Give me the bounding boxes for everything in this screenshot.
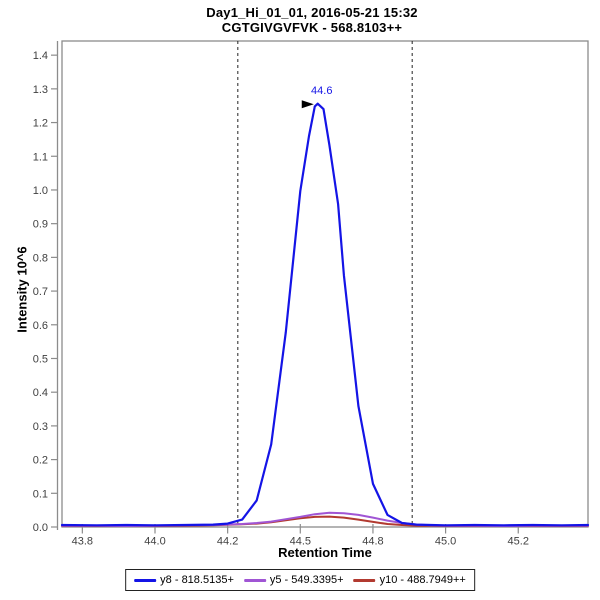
legend-entry-y8: y8 - 818.5135+ [134,574,234,586]
chart-title-peptide: CGTGIVGVFVK - 568.8103++ [221,20,403,35]
y-tick-label: 0.7 [33,286,48,298]
y10-line-swatch-icon [353,578,376,582]
plot-border [61,40,589,528]
y-tick-label: 1.3 [33,84,48,96]
y5-line-swatch-icon [243,578,266,582]
x-axis-title: Retention Time [278,545,372,560]
y-tick-label: 0.6 [33,320,48,332]
chart-title-replicate: Day1_Hi_01_01, 2016-05-21 15:32 [206,5,418,20]
x-tick-label: 45.0 [435,536,456,548]
y-tick-label: 1.1 [33,151,48,163]
peak-rt-annotation: 44.6 [311,84,333,97]
y-tick-label: 0.8 [33,252,48,264]
x-tick-label: 44.8 [362,536,383,548]
y-tick-label: 0.3 [33,421,48,433]
y-tick-label: 0.2 [33,455,48,467]
legend-label-y8: y8 - 818.5135+ [160,574,234,586]
legend-label-y10: y10 - 488.7949++ [379,574,466,586]
y-tick-label: 1.2 [33,118,48,130]
legend-entry-y5: y5 - 549.3395+ [243,574,344,586]
peak-pointer-arrow-icon [301,100,314,109]
x-tick-label: 43.8 [72,536,93,548]
chart-titles: Day1_Hi_01_01, 2016-05-21 15:32 CGTGIVGV… [12,5,600,35]
y-tick-label: 1.4 [33,50,48,62]
y8-line-swatch-icon [134,578,157,582]
x-tick-label: 44.2 [217,536,238,548]
y-tick-label: 0.5 [33,353,48,365]
y-axis-title: Intensity 10^6 [14,246,30,333]
y-tick-label: 0.1 [33,488,48,500]
y-tick-label: 0.0 [33,522,48,534]
legend-entry-y10: y10 - 488.7949++ [353,574,466,586]
x-tick-label: 45.2 [508,536,529,548]
y-tick-label: 0.4 [33,387,48,399]
y-tick-label: 1.0 [33,185,48,197]
x-tick-label: 44.5 [290,536,311,548]
y-tick-label: 0.9 [33,219,48,231]
trace-y8[interactable] [60,102,590,527]
trace-y5[interactable] [61,511,589,527]
x-tick-label: 44.0 [144,536,165,548]
legend: y8 - 818.5135+ y5 - 549.3395+ y10 - 488.… [125,569,475,591]
legend-label-y5: y5 - 549.3395+ [269,574,344,586]
